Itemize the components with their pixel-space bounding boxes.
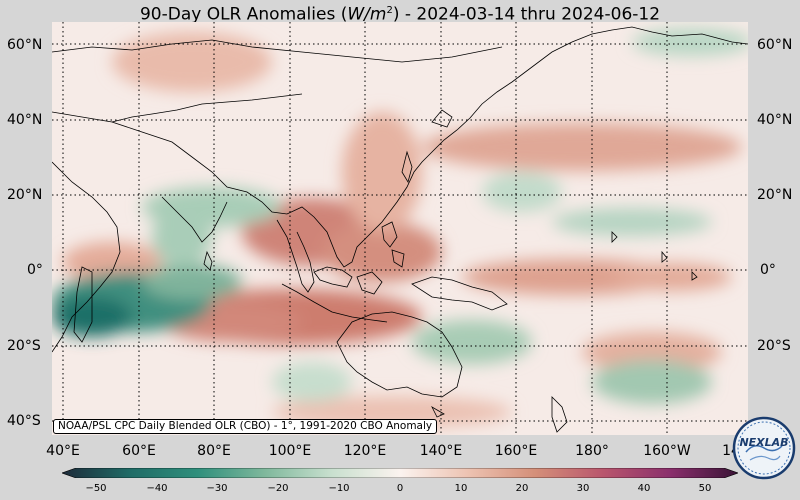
lon-label-120e: 120°E <box>343 443 387 459</box>
colorbar-tick-neg40: −40 <box>146 483 168 494</box>
lat-label-40s-left: 40°S <box>7 413 41 429</box>
lat-label-eq-left: 0° <box>27 262 43 278</box>
nexlab-logo: NEXLAB <box>732 416 796 480</box>
lon-label-40e: 40°E <box>46 443 80 459</box>
colorbar-tick-neg30: −30 <box>206 483 228 494</box>
colorbar-tick-neg10: −10 <box>328 483 350 494</box>
map-canvas <box>52 22 748 435</box>
lat-label-40n-right: 40°N <box>757 112 793 128</box>
colorbar-ramp <box>61 467 739 479</box>
colorbar-svg <box>61 467 739 479</box>
colorbar-tick-neg20: −20 <box>267 483 289 494</box>
anomaly-field <box>52 28 748 428</box>
lon-label-180: 180° <box>575 443 609 459</box>
chart-title: 90-Day OLR Anomalies (W/m2) - 2024-03-14… <box>139 4 661 25</box>
lat-label-20s-right: 20°S <box>757 338 791 354</box>
olr-anomaly-map <box>52 22 748 435</box>
colorbar-tick-50: 50 <box>698 483 712 494</box>
colorbar-tick-30: 30 <box>576 483 590 494</box>
colorbar-tick-0: 0 <box>396 483 404 494</box>
lat-label-20n-right: 20°N <box>757 187 793 203</box>
nexlab-logo-icon: NEXLAB <box>732 416 796 480</box>
colorbar-tick-20: 20 <box>515 483 529 494</box>
lat-label-40n-left: 40°N <box>7 112 43 128</box>
lon-label-140e: 140°E <box>419 443 463 459</box>
lon-label-80e: 80°E <box>197 443 231 459</box>
lat-label-eq-right: 0° <box>760 262 776 278</box>
svg-text:NEXLAB: NEXLAB <box>739 436 788 449</box>
lat-label-20s-left: 20°S <box>7 338 41 354</box>
lon-label-160w: 160°W <box>643 443 691 459</box>
lon-label-60e: 60°E <box>122 443 156 459</box>
colorbar-tick-neg50: −50 <box>85 483 107 494</box>
colorbar-tick-40: 40 <box>637 483 651 494</box>
lon-label-100e: 100°E <box>268 443 312 459</box>
colorbar-tick-10: 10 <box>454 483 468 494</box>
lat-label-20n-left: 20°N <box>7 187 43 203</box>
colorbar <box>61 463 739 479</box>
lat-label-60n-left: 60°N <box>7 37 43 53</box>
lat-label-60n-right: 60°N <box>757 37 793 53</box>
lon-label-160e: 160°E <box>494 443 538 459</box>
data-source-credit: NOAA/PSL CPC Daily Blended OLR (CBO) - 1… <box>53 419 438 434</box>
